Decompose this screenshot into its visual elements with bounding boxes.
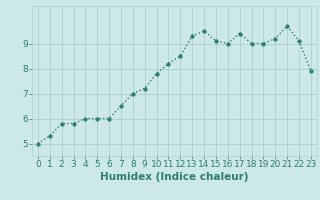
X-axis label: Humidex (Indice chaleur): Humidex (Indice chaleur) [100, 172, 249, 182]
